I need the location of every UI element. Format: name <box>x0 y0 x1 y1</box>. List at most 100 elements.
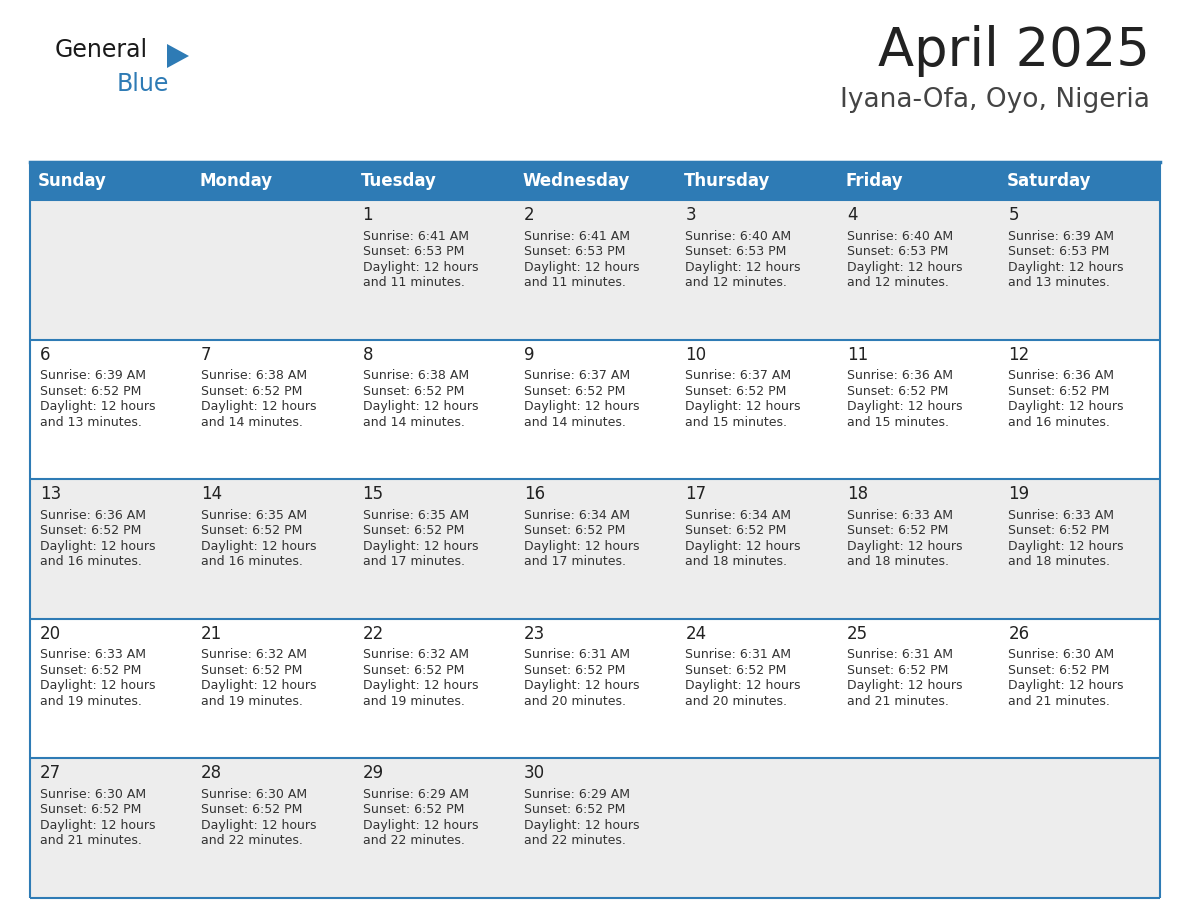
Text: 15: 15 <box>362 486 384 503</box>
Text: and 16 minutes.: and 16 minutes. <box>201 555 303 568</box>
Text: 23: 23 <box>524 625 545 643</box>
Text: Sunset: 6:52 PM: Sunset: 6:52 PM <box>524 524 625 537</box>
Text: and 16 minutes.: and 16 minutes. <box>39 555 141 568</box>
Bar <box>676 162 838 200</box>
Text: and 11 minutes.: and 11 minutes. <box>524 276 626 289</box>
Text: Sunset: 6:52 PM: Sunset: 6:52 PM <box>685 664 786 677</box>
Text: Sunrise: 6:31 AM: Sunrise: 6:31 AM <box>847 648 953 661</box>
Text: Sunrise: 6:37 AM: Sunrise: 6:37 AM <box>524 369 630 382</box>
Text: Sunrise: 6:35 AM: Sunrise: 6:35 AM <box>201 509 308 521</box>
Text: Daylight: 12 hours: Daylight: 12 hours <box>1009 261 1124 274</box>
Bar <box>838 162 999 200</box>
Bar <box>30 162 191 200</box>
Text: and 18 minutes.: and 18 minutes. <box>1009 555 1111 568</box>
Text: and 21 minutes.: and 21 minutes. <box>1009 695 1110 708</box>
Text: 12: 12 <box>1009 345 1030 364</box>
Text: Sunrise: 6:38 AM: Sunrise: 6:38 AM <box>362 369 469 382</box>
Text: 6: 6 <box>39 345 50 364</box>
Text: Daylight: 12 hours: Daylight: 12 hours <box>1009 400 1124 413</box>
Text: Daylight: 12 hours: Daylight: 12 hours <box>201 679 317 692</box>
Text: 19: 19 <box>1009 486 1029 503</box>
Text: 27: 27 <box>39 765 61 782</box>
Text: Sunrise: 6:40 AM: Sunrise: 6:40 AM <box>847 230 953 242</box>
Text: Sunset: 6:52 PM: Sunset: 6:52 PM <box>201 385 303 397</box>
Text: 8: 8 <box>362 345 373 364</box>
Text: General: General <box>55 38 148 62</box>
Text: and 15 minutes.: and 15 minutes. <box>847 416 949 429</box>
Text: and 19 minutes.: and 19 minutes. <box>362 695 465 708</box>
Text: Daylight: 12 hours: Daylight: 12 hours <box>524 261 639 274</box>
Text: Friday: Friday <box>845 172 903 190</box>
Text: Sunset: 6:52 PM: Sunset: 6:52 PM <box>847 385 948 397</box>
Text: and 13 minutes.: and 13 minutes. <box>1009 276 1110 289</box>
Text: Sunset: 6:52 PM: Sunset: 6:52 PM <box>201 524 303 537</box>
Text: Sunrise: 6:41 AM: Sunrise: 6:41 AM <box>362 230 468 242</box>
Bar <box>999 162 1159 200</box>
Text: Daylight: 12 hours: Daylight: 12 hours <box>362 540 478 553</box>
Polygon shape <box>168 44 189 68</box>
Text: Sunrise: 6:30 AM: Sunrise: 6:30 AM <box>201 788 308 800</box>
Text: Sunrise: 6:30 AM: Sunrise: 6:30 AM <box>39 788 146 800</box>
Text: and 11 minutes.: and 11 minutes. <box>362 276 465 289</box>
Text: Daylight: 12 hours: Daylight: 12 hours <box>362 261 478 274</box>
Text: Sunset: 6:52 PM: Sunset: 6:52 PM <box>39 803 141 816</box>
Text: Sunset: 6:52 PM: Sunset: 6:52 PM <box>362 524 465 537</box>
Text: Sunset: 6:52 PM: Sunset: 6:52 PM <box>1009 664 1110 677</box>
Text: Sunset: 6:52 PM: Sunset: 6:52 PM <box>847 524 948 537</box>
Text: Sunrise: 6:31 AM: Sunrise: 6:31 AM <box>685 648 791 661</box>
Text: and 19 minutes.: and 19 minutes. <box>39 695 141 708</box>
Text: Sunrise: 6:39 AM: Sunrise: 6:39 AM <box>39 369 146 382</box>
Text: Daylight: 12 hours: Daylight: 12 hours <box>201 400 317 413</box>
Text: Thursday: Thursday <box>684 172 770 190</box>
Text: Sunset: 6:53 PM: Sunset: 6:53 PM <box>685 245 786 258</box>
Text: Daylight: 12 hours: Daylight: 12 hours <box>524 819 639 832</box>
Text: and 21 minutes.: and 21 minutes. <box>847 695 949 708</box>
Text: Daylight: 12 hours: Daylight: 12 hours <box>362 400 478 413</box>
Text: Daylight: 12 hours: Daylight: 12 hours <box>847 400 962 413</box>
Text: Sunset: 6:52 PM: Sunset: 6:52 PM <box>524 803 625 816</box>
Text: and 17 minutes.: and 17 minutes. <box>362 555 465 568</box>
Text: 21: 21 <box>201 625 222 643</box>
Text: Sunrise: 6:31 AM: Sunrise: 6:31 AM <box>524 648 630 661</box>
Text: Daylight: 12 hours: Daylight: 12 hours <box>524 679 639 692</box>
Text: Daylight: 12 hours: Daylight: 12 hours <box>201 540 317 553</box>
Text: Daylight: 12 hours: Daylight: 12 hours <box>39 819 156 832</box>
Text: 18: 18 <box>847 486 868 503</box>
Text: 2: 2 <box>524 206 535 224</box>
Bar <box>30 479 1159 619</box>
Text: Sunrise: 6:36 AM: Sunrise: 6:36 AM <box>847 369 953 382</box>
Text: Sunrise: 6:38 AM: Sunrise: 6:38 AM <box>201 369 308 382</box>
Bar <box>30 619 1159 758</box>
Text: Sunset: 6:52 PM: Sunset: 6:52 PM <box>362 803 465 816</box>
Text: 11: 11 <box>847 345 868 364</box>
Text: Iyana-Ofa, Oyo, Nigeria: Iyana-Ofa, Oyo, Nigeria <box>840 87 1150 113</box>
Text: 25: 25 <box>847 625 868 643</box>
Text: 10: 10 <box>685 345 707 364</box>
Text: Tuesday: Tuesday <box>361 172 437 190</box>
Text: and 19 minutes.: and 19 minutes. <box>201 695 303 708</box>
Text: 22: 22 <box>362 625 384 643</box>
Text: and 14 minutes.: and 14 minutes. <box>524 416 626 429</box>
Text: 16: 16 <box>524 486 545 503</box>
Text: April 2025: April 2025 <box>878 25 1150 77</box>
Text: Daylight: 12 hours: Daylight: 12 hours <box>685 261 801 274</box>
Text: Daylight: 12 hours: Daylight: 12 hours <box>362 679 478 692</box>
Bar <box>353 162 514 200</box>
Text: Sunset: 6:52 PM: Sunset: 6:52 PM <box>39 664 141 677</box>
Text: Daylight: 12 hours: Daylight: 12 hours <box>524 540 639 553</box>
Text: 14: 14 <box>201 486 222 503</box>
Bar <box>30 758 1159 898</box>
Text: Sunset: 6:53 PM: Sunset: 6:53 PM <box>1009 245 1110 258</box>
Text: 5: 5 <box>1009 206 1019 224</box>
Text: Sunset: 6:53 PM: Sunset: 6:53 PM <box>362 245 465 258</box>
Text: 13: 13 <box>39 486 61 503</box>
Text: and 18 minutes.: and 18 minutes. <box>847 555 949 568</box>
Bar <box>191 162 353 200</box>
Text: Sunrise: 6:36 AM: Sunrise: 6:36 AM <box>1009 369 1114 382</box>
Bar <box>514 162 676 200</box>
Text: Sunset: 6:52 PM: Sunset: 6:52 PM <box>1009 385 1110 397</box>
Text: Daylight: 12 hours: Daylight: 12 hours <box>524 400 639 413</box>
Text: 20: 20 <box>39 625 61 643</box>
Text: 9: 9 <box>524 345 535 364</box>
Text: 30: 30 <box>524 765 545 782</box>
